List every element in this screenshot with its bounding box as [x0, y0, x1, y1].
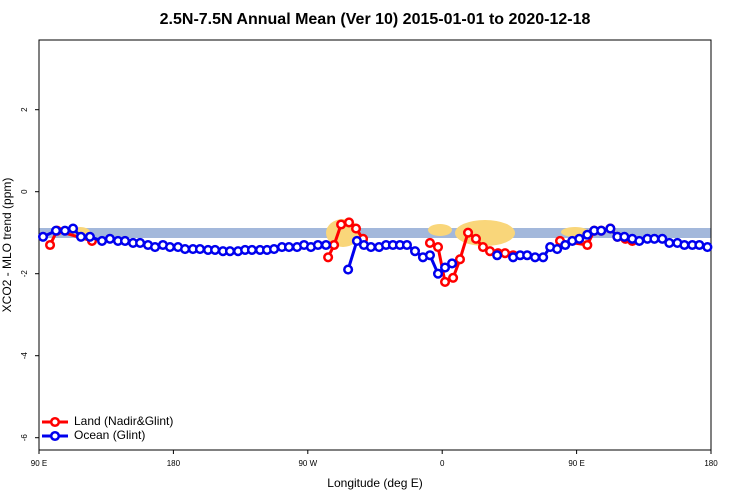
y-tick-label: -2: [20, 270, 29, 278]
x-tick-label: 180: [704, 459, 718, 468]
data-point: [67, 223, 79, 234]
data-point: [37, 231, 49, 242]
data-point: [574, 233, 585, 244]
x-tick-label: 180: [167, 459, 181, 468]
data-point: [104, 233, 115, 244]
data-point: [424, 237, 436, 248]
data-point: [312, 239, 324, 251]
data-point: [560, 239, 571, 251]
data-point: [530, 252, 541, 263]
data-point: [224, 246, 236, 257]
data-point: [538, 252, 549, 263]
y-tick-label: 2: [20, 107, 29, 112]
ocean-band: [39, 228, 711, 238]
data-point: [582, 239, 593, 251]
legend-label: Ocean (Glint): [74, 428, 145, 442]
data-point: [283, 242, 295, 253]
land-patch: [455, 220, 515, 246]
data-point: [365, 242, 377, 253]
data-point: [664, 237, 675, 248]
data-point: [702, 242, 713, 253]
data-point: [179, 244, 191, 255]
legend-marker: [49, 430, 61, 442]
data-point: [552, 244, 563, 255]
data-point: [96, 235, 108, 246]
data-point: [323, 252, 334, 263]
y-tick-label: -6: [20, 434, 29, 442]
data-point: [500, 248, 511, 259]
x-tick-label: 0: [440, 459, 445, 468]
y-tick-label: -4: [20, 352, 29, 360]
data-point: [135, 237, 146, 248]
data-point: [582, 229, 593, 240]
data-point: [439, 276, 451, 287]
data-point: [439, 262, 451, 273]
data-point: [634, 235, 645, 246]
data-point: [194, 244, 206, 255]
data-point: [492, 250, 503, 261]
data-point: [470, 233, 481, 244]
land-patch: [561, 227, 589, 237]
data-point: [462, 227, 474, 238]
data-point: [75, 231, 87, 242]
legend-label: Land (Nadir&Glint): [74, 414, 173, 428]
data-point: [343, 264, 354, 275]
y-axis-label: XCO2 - MLO trend (ppm): [0, 178, 14, 313]
data-point: [447, 258, 458, 269]
data-point: [59, 225, 71, 236]
data-point: [432, 268, 444, 279]
data-point: [619, 231, 630, 242]
data-point: [350, 223, 362, 234]
data-point: [164, 242, 176, 253]
x-tick-label: 90 E: [568, 459, 584, 468]
data-point: [657, 233, 668, 244]
data-point: [119, 235, 131, 246]
x-tick-label: 90 W: [298, 459, 317, 468]
data-point: [336, 219, 347, 230]
y-tick-label: 0: [20, 189, 29, 194]
data-point: [84, 231, 95, 242]
data-point: [45, 239, 56, 251]
land-patch: [428, 224, 452, 236]
data-point: [351, 235, 362, 246]
data-point: [329, 239, 340, 251]
data-point: [246, 244, 257, 255]
data-point: [210, 244, 221, 255]
data-point: [448, 272, 459, 283]
data-point: [149, 242, 161, 253]
data-point: [522, 250, 533, 261]
data-point: [424, 250, 436, 261]
chart-title: 2.5N-7.5N Annual Mean (Ver 10) 2015-01-0…: [160, 11, 591, 28]
data-point: [320, 239, 332, 251]
data-point: [679, 239, 690, 251]
legend-marker: [49, 416, 61, 428]
data-point: [401, 239, 413, 251]
data-point: [649, 233, 660, 244]
data-point: [409, 246, 421, 257]
x-tick-label: 90 E: [31, 459, 47, 468]
data-point: [477, 242, 489, 253]
data-point: [694, 239, 705, 251]
data-point: [454, 254, 466, 265]
data-point: [269, 244, 280, 255]
data-point: [343, 217, 355, 228]
data-point: [432, 242, 444, 253]
x-axis-label: Longitude (deg E): [327, 476, 422, 490]
data-point: [50, 225, 62, 236]
data-point: [596, 225, 607, 236]
data-point: [605, 223, 616, 234]
